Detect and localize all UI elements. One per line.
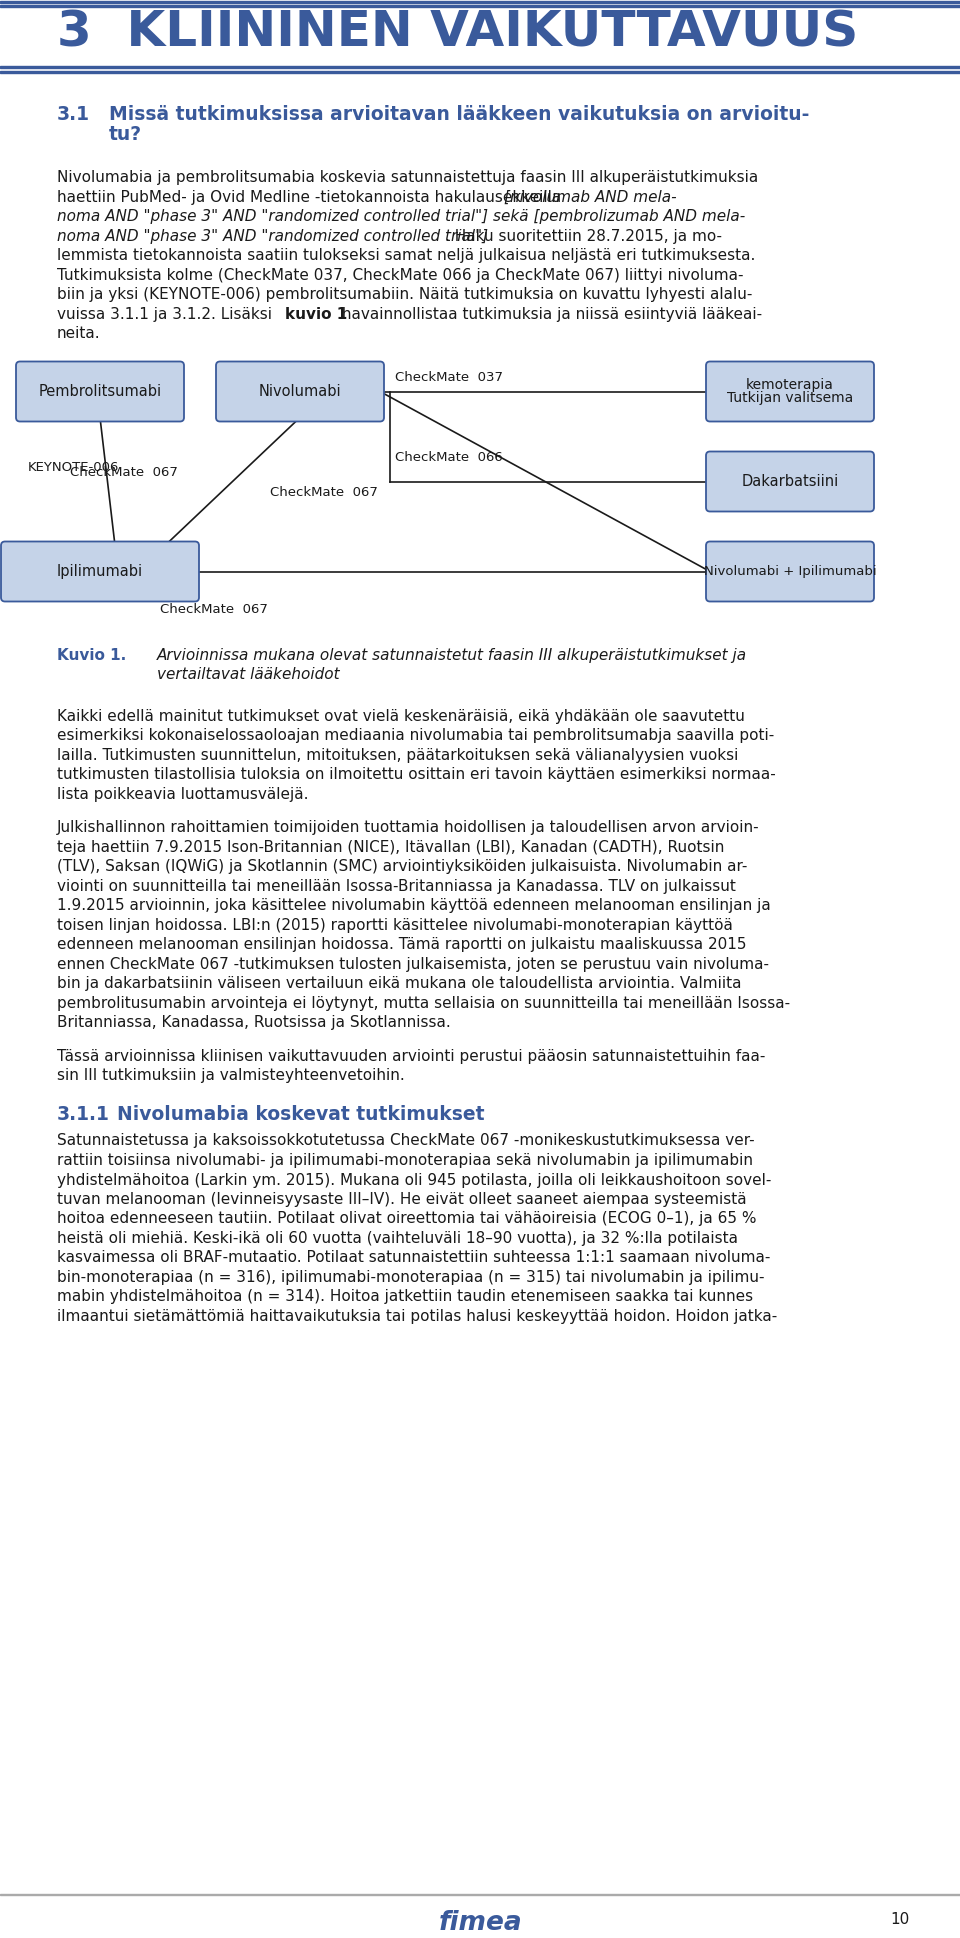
Text: CheckMate  066: CheckMate 066 [395,450,503,463]
Text: sin III tutkimuksiin ja valmisteyhteenvetoihin.: sin III tutkimuksiin ja valmisteyhteenve… [57,1068,405,1083]
Text: hoitoa edenneeseen tautiin. Potilaat olivat oireettomia tai vähäoireisia (ECOG 0: hoitoa edenneeseen tautiin. Potilaat oli… [57,1211,756,1227]
Text: lailla. Tutkimusten suunnittelun, mitoituksen, päätarkoituksen sekä välianalyysi: lailla. Tutkimusten suunnittelun, mitoit… [57,748,738,762]
Text: CheckMate  067: CheckMate 067 [270,486,378,498]
Text: Kuvio 1.: Kuvio 1. [57,647,127,663]
Text: bin ja dakarbatsiinin väliseen vertailuun eikä mukana ole taloudellista arvioint: bin ja dakarbatsiinin väliseen vertailuu… [57,977,741,990]
Text: esimerkiksi kokonaiselossaoloajan mediaania nivolumabia tai pembrolitsumabja saa: esimerkiksi kokonaiselossaoloajan mediaa… [57,729,775,742]
Text: 10: 10 [890,1913,910,1926]
Text: vertailtavat lääkehoidot: vertailtavat lääkehoidot [157,667,340,682]
Text: 3.1: 3.1 [57,105,90,124]
Text: . Haku suoritettiin 28.7.2015, ja mo-: . Haku suoritettiin 28.7.2015, ja mo- [445,229,722,244]
Bar [0,2,960,4]
Text: Nivolumabia koskevat tutkimukset: Nivolumabia koskevat tutkimukset [117,1105,485,1124]
Text: Dakarbatsiini: Dakarbatsiini [741,475,839,488]
Text: Tutkijan valitsema: Tutkijan valitsema [727,391,853,405]
Text: ennen CheckMate 067 -tutkimuksen tulosten julkaisemista, joten se perustuu vain : ennen CheckMate 067 -tutkimuksen tuloste… [57,957,769,971]
Text: edenneen melanooman ensilinjan hoidossa. Tämä raportti on julkaistu maaliskuussa: edenneen melanooman ensilinjan hoidossa.… [57,936,747,952]
Text: lista poikkeavia luottamusvälejä.: lista poikkeavia luottamusvälejä. [57,787,308,802]
Text: kasvaimessa oli BRAF-mutaatio. Potilaat satunnaistettiin suhteessa 1:1:1 saamaan: kasvaimessa oli BRAF-mutaatio. Potilaat … [57,1250,770,1266]
Text: tutkimusten tilastollisia tuloksia on ilmoitettu osittain eri tavoin käyttäen es: tutkimusten tilastollisia tuloksia on il… [57,767,776,783]
Text: 3  KLIININEN VAIKUTTAVUUS: 3 KLIININEN VAIKUTTAVUUS [57,8,858,56]
Text: Nivolumabi + Ipilimumabi: Nivolumabi + Ipilimumabi [704,566,876,578]
Text: 1.9.2015 arvioinnin, joka käsittelee nivolumabin käyttöä edenneen melanooman ens: 1.9.2015 arvioinnin, joka käsittelee niv… [57,897,771,913]
Text: viointi on suunnitteilla tai meneillään Isossa-Britanniassa ja Kanadassa. TLV on: viointi on suunnitteilla tai meneillään … [57,878,736,893]
Text: Arvioinnissa mukana olevat satunnaistetut faasin III alkuperäistutkimukset ja: Arvioinnissa mukana olevat satunnaistetu… [157,647,747,663]
Text: biin ja yksi (KEYNOTE-006) pembrolitsumabiin. Näitä tutkimuksia on kuvattu lyhye: biin ja yksi (KEYNOTE-006) pembrolitsuma… [57,287,753,302]
Text: Tutkimuksista kolme (CheckMate 037, CheckMate 066 ja CheckMate 067) liittyi nivo: Tutkimuksista kolme (CheckMate 037, Chec… [57,267,743,283]
Bar [0,66,960,68]
Text: mabin yhdistelmähoitoa (n = 314). Hoitoa jatkettiin taudin etenemiseen saakka ta: mabin yhdistelmähoitoa (n = 314). Hoitoa… [57,1289,754,1304]
Text: Nivolumabi: Nivolumabi [258,384,342,399]
Bar [0,6,960,8]
Text: fimea: fimea [438,1911,522,1936]
Text: Pembrolitsumabi: Pembrolitsumabi [38,384,161,399]
Text: kemoterapia: kemoterapia [746,378,834,391]
FancyBboxPatch shape [1,541,199,601]
Text: Britanniassa, Kanadassa, Ruotsissa ja Skotlannissa.: Britanniassa, Kanadassa, Ruotsissa ja Sk… [57,1016,451,1029]
Text: yhdistelmähoitoa (Larkin ym. 2015). Mukana oli 945 potilasta, joilla oli leikkau: yhdistelmähoitoa (Larkin ym. 2015). Muka… [57,1172,772,1188]
Text: Nivolumabia ja pembrolitsumabia koskevia satunnaistettuja faasin III alkuperäist: Nivolumabia ja pembrolitsumabia koskevia… [57,171,758,184]
Text: bin-monoterapiaa (n = 316), ipilimumabi-monoterapiaa (n = 315) tai nivolumabin j: bin-monoterapiaa (n = 316), ipilimumabi-… [57,1269,764,1285]
Text: KEYNOTE-006: KEYNOTE-006 [28,461,119,473]
Text: haettiin PubMed- ja Ovid Medline -tietokannoista hakulausekkeilla: haettiin PubMed- ja Ovid Medline -tietok… [57,190,566,205]
Text: toisen linjan hoidossa. LBI:n (2015) raportti käsittelee nivolumabi-monoterapian: toisen linjan hoidossa. LBI:n (2015) rap… [57,917,732,932]
FancyBboxPatch shape [706,362,874,421]
Text: CheckMate  037: CheckMate 037 [395,370,503,384]
Text: teja haettiin 7.9.2015 Ison-Britannian (NICE), Itävallan (LBI), Kanadan (CADTH),: teja haettiin 7.9.2015 Ison-Britannian (… [57,839,725,855]
Text: tuvan melanooman (levinneisyysaste III–IV). He eivät olleet saaneet aiempaa syst: tuvan melanooman (levinneisyysaste III–I… [57,1192,747,1207]
Text: Ipilimumabi: Ipilimumabi [57,564,143,579]
Text: CheckMate  067: CheckMate 067 [70,465,178,479]
Text: CheckMate  067: CheckMate 067 [160,603,268,616]
Text: Julkishallinnon rahoittamien toimijoiden tuottamia hoidollisen ja taloudellisen : Julkishallinnon rahoittamien toimijoiden… [57,820,759,835]
Text: havainnollistaa tutkimuksia ja niissä esiintyviä lääkeai-: havainnollistaa tutkimuksia ja niissä es… [337,306,762,322]
FancyBboxPatch shape [216,362,384,421]
FancyBboxPatch shape [16,362,184,421]
Text: kuvio 1: kuvio 1 [285,306,348,322]
Text: heistä oli miehiä. Keski-ikä oli 60 vuotta (vaihteluväli 18–90 vuotta), ja 32 %:: heistä oli miehiä. Keski-ikä oli 60 vuot… [57,1231,738,1246]
Text: Kaikki edellä mainitut tutkimukset ovat vielä keskenäräisiä, eikä yhdäkään ole s: Kaikki edellä mainitut tutkimukset ovat … [57,709,745,723]
FancyBboxPatch shape [706,541,874,601]
Text: noma AND "phase 3" AND "randomized controlled trial"] sekä [pembrolizumab AND me: noma AND "phase 3" AND "randomized contr… [57,209,745,225]
Text: noma AND "phase 3" AND "randomized controlled trial"]: noma AND "phase 3" AND "randomized contr… [57,229,488,244]
Text: Missä tutkimuksissa arvioitavan lääkkeen vaikutuksia on arvioitu-: Missä tutkimuksissa arvioitavan lääkkeen… [109,105,809,124]
Text: pembrolitusumabin arvointeja ei löytynyt, mutta sellaisia on suunnitteilla tai m: pembrolitusumabin arvointeja ei löytynyt… [57,996,790,1010]
FancyBboxPatch shape [706,452,874,512]
Text: (TLV), Saksan (IQWiG) ja Skotlannin (SMC) arviointiyksiköiden julkaisuista. Nivo: (TLV), Saksan (IQWiG) ja Skotlannin (SMC… [57,859,748,874]
Text: rattiin toisiinsa nivolumabi- ja ipilimumabi-monoterapiaa sekä nivolumabin ja ip: rattiin toisiinsa nivolumabi- ja ipilimu… [57,1153,753,1169]
Text: lemmista tietokannoista saatiin tulokseksi samat neljä julkaisua neljästä eri tu: lemmista tietokannoista saatiin tuloksek… [57,248,756,264]
Text: [nivolumab AND mela-: [nivolumab AND mela- [504,190,677,205]
Text: tu?: tu? [109,124,142,143]
Text: Tässä arvioinnissa kliinisen vaikuttavuuden arviointi perustui pääosin satunnais: Tässä arvioinnissa kliinisen vaikuttavuu… [57,1048,765,1064]
Text: vuissa 3.1.1 ja 3.1.2. Lisäksi: vuissa 3.1.1 ja 3.1.2. Lisäksi [57,306,276,322]
Bar [0,72,960,74]
Text: ilmaantui sietämättömiä haittavaikutuksia tai potilas halusi keskeyyttää hoidon.: ilmaantui sietämättömiä haittavaikutuksi… [57,1308,778,1324]
Text: 3.1.1: 3.1.1 [57,1105,109,1124]
Text: neita.: neita. [57,326,101,341]
Text: Satunnaistetussa ja kaksoissokkotutetussa CheckMate 067 -monikeskustutkimuksessa: Satunnaistetussa ja kaksoissokkotutetuss… [57,1134,755,1149]
